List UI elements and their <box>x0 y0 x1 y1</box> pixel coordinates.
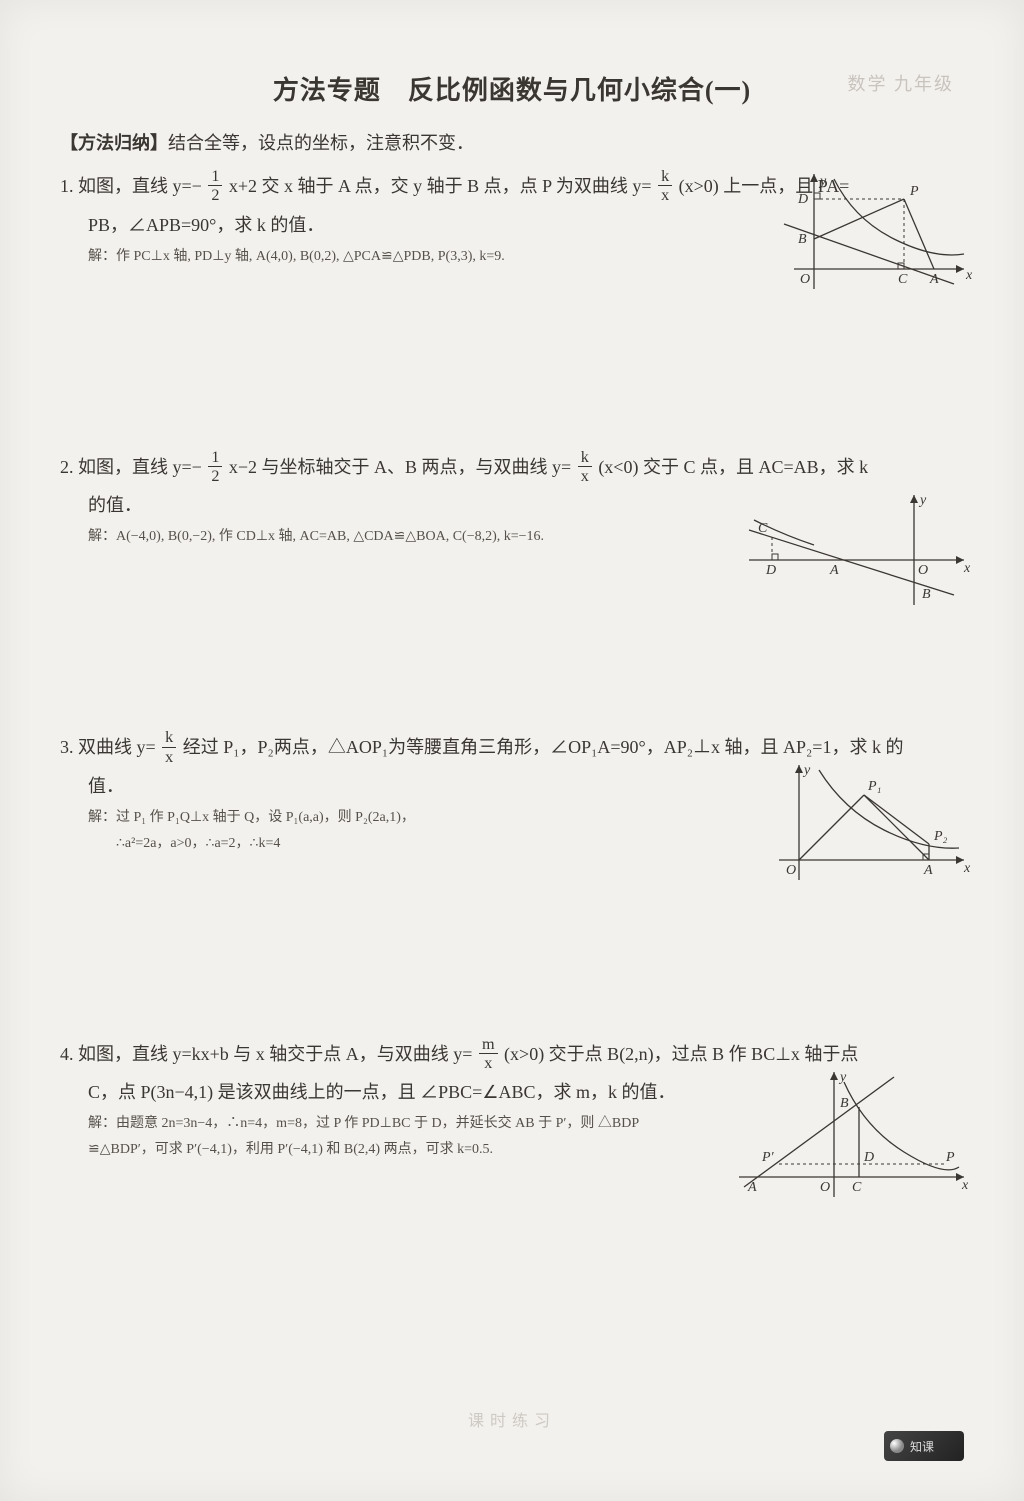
q4-figure: y x O A C B D P P′ <box>734 1067 974 1207</box>
point-B: B <box>798 232 807 247</box>
point-C: C <box>898 272 908 287</box>
point-C: C <box>852 1180 862 1195</box>
frac-den: 2 <box>208 467 222 484</box>
axis-y-label: y <box>918 493 927 508</box>
point-A: A <box>829 563 839 578</box>
q1-pre: 1. 如图，直线 y=− <box>60 176 202 196</box>
point-D: D <box>765 563 776 578</box>
frac-den: x <box>578 467 592 484</box>
watermark-top: 数学 九年级 <box>848 70 955 96</box>
point-Pprime: P′ <box>761 1150 775 1165</box>
method-summary: 【方法归纳】结合全等，设点的坐标，注意积不变． <box>60 129 964 155</box>
point-A: A <box>929 272 939 287</box>
frac-half: 12 <box>208 449 222 484</box>
frac-den: 2 <box>208 186 222 203</box>
frac-num: 1 <box>208 449 222 467</box>
q2-figure: y x O A D C B <box>744 490 974 610</box>
problem-2: 2. 如图，直线 y=− 12 x−2 与坐标轴交于 A、B 两点，与双曲线 y… <box>60 450 964 551</box>
q4-mid: (x>0) 交于点 B(2,n)，过点 B 作 BC⊥x 轴于点 <box>504 1044 858 1064</box>
q2-pre: 2. 如图，直线 y=− <box>60 457 202 477</box>
frac-kx: kx <box>658 168 672 203</box>
point-D: D <box>863 1150 874 1165</box>
frac-half: 12 <box>208 168 222 203</box>
problem-4: 4. 如图，直线 y=kx+b 与 x 轴交于点 A，与双曲线 y= mx (x… <box>60 1037 964 1164</box>
axis-x-label: x <box>963 861 971 876</box>
origin-label: O <box>918 563 928 578</box>
origin-label: O <box>786 863 796 878</box>
frac-mx: mx <box>479 1036 498 1071</box>
frac-num: m <box>479 1036 498 1054</box>
axis-y-label: y <box>838 1070 847 1085</box>
frac-kx: kx <box>578 449 592 484</box>
q3-mid: 经过 P₁，P₂两点，△AOP₁为等腰直角三角形，∠OP₁A=90°，AP₂⊥x… <box>183 737 904 757</box>
q3-figure: y x O A P₁ P₂ <box>774 760 974 890</box>
problem-3: 3. 双曲线 y= kx 经过 P₁，P₂两点，△AOP₁为等腰直角三角形，∠O… <box>60 730 964 857</box>
q2-tail: (x<0) 交于 C 点，且 AC=AB，求 k <box>598 457 868 477</box>
origin-label: O <box>820 1180 830 1195</box>
method-text: 结合全等，设点的坐标，注意积不变． <box>168 133 474 153</box>
point-B: B <box>922 587 931 602</box>
q4-pre: 4. 如图，直线 y=kx+b 与 x 轴交于点 A，与双曲线 y= <box>60 1044 472 1064</box>
axis-y-label: y <box>818 174 827 189</box>
axis-x-label: x <box>965 268 973 283</box>
q2-mid: x−2 与坐标轴交于 A、B 两点，与双曲线 y= <box>229 457 571 477</box>
q3-pre: 3. 双曲线 y= <box>60 737 156 757</box>
q1-figure: y x O A C B D P <box>774 169 974 299</box>
point-B: B <box>840 1096 849 1111</box>
point-A: A <box>923 863 933 878</box>
axis-x-label: x <box>961 1178 969 1193</box>
frac-den: x <box>658 186 672 203</box>
publisher-badge: 知课 <box>884 1431 964 1461</box>
point-A: A <box>747 1180 757 1195</box>
point-P: P <box>945 1150 955 1165</box>
point-P: P <box>909 184 919 199</box>
badge-text: 知课 <box>910 1438 934 1455</box>
watermark-bottom: 课时练习 <box>0 1407 1024 1431</box>
axis-x-label: x <box>963 561 971 576</box>
point-P2: P₂ <box>933 829 948 844</box>
page: 数学 九年级 方法专题 反比例函数与几何小综合(一) 【方法归纳】结合全等，设点… <box>0 0 1024 1501</box>
frac-kx: kx <box>162 729 176 764</box>
page-title: 方法专题 反比例函数与几何小综合(一) <box>60 70 964 107</box>
point-C: C <box>758 521 768 536</box>
frac-num: 1 <box>208 168 222 186</box>
problem-1: 1. 如图，直线 y=− 12 x+2 交 x 轴于 A 点，交 y 轴于 B … <box>60 169 964 270</box>
frac-num: k <box>162 729 176 747</box>
origin-label: O <box>800 272 810 287</box>
frac-num: k <box>578 449 592 467</box>
frac-num: k <box>658 168 672 186</box>
q1-mid: x+2 交 x 轴于 A 点，交 y 轴于 B 点，点 P 为双曲线 y= <box>229 176 652 196</box>
badge-dot-icon <box>890 1439 904 1453</box>
point-D: D <box>797 192 808 207</box>
axis-y-label: y <box>802 763 811 778</box>
point-P1: P₁ <box>867 779 881 794</box>
frac-den: x <box>479 1054 498 1071</box>
frac-den: x <box>162 748 176 765</box>
method-label: 【方法归纳】 <box>60 133 168 153</box>
q2-line1: 2. 如图，直线 y=− 12 x−2 与坐标轴交于 A、B 两点，与双曲线 y… <box>60 450 964 487</box>
